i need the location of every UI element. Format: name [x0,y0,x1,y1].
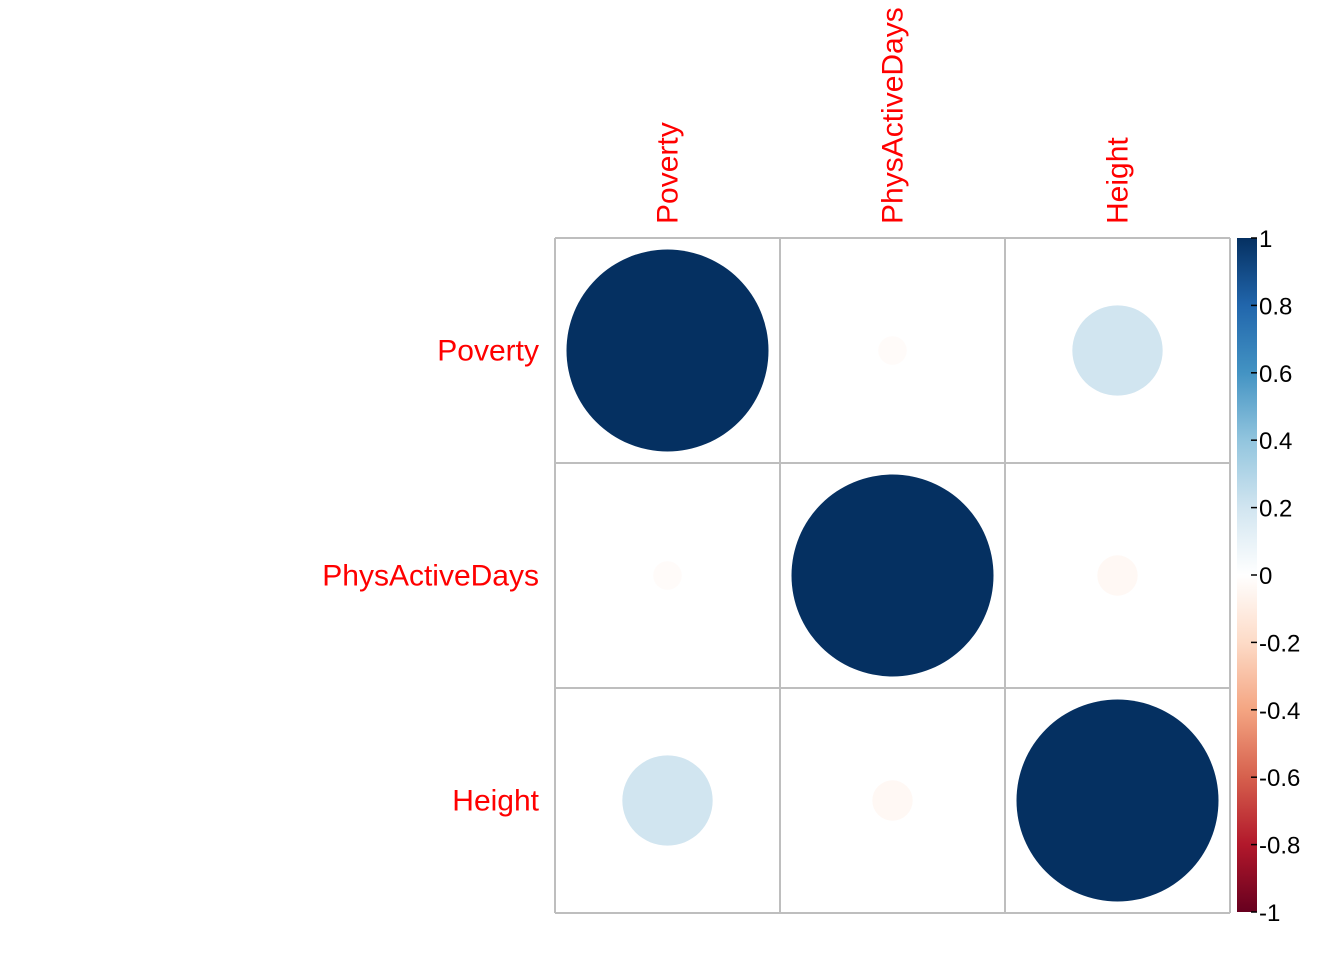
colorbar-tick-label: 0.8 [1259,293,1292,320]
column-label-poverty: Poverty [652,122,685,224]
colorbar-tick-label: 1 [1259,226,1272,253]
corr-circle-height-physactivedays [872,780,913,821]
colorbar-tick-label: 0.6 [1259,361,1292,388]
corr-circle-physactivedays-poverty [653,561,682,590]
row-label-height: Height [452,785,539,818]
corr-circle-height-poverty [622,755,713,846]
row-labels: Poverty PhysActiveDays Height [322,335,539,818]
colorbar-tick-label: -0.2 [1259,630,1300,657]
corr-circle-poverty-poverty [566,249,769,452]
colorbar-tick-label: 0.4 [1259,428,1292,455]
grid-layer [554,237,1231,914]
colorbar-tick-label: -0.8 [1259,833,1300,860]
colorbar-tick-label: 0.2 [1259,496,1292,523]
colorbar [1237,238,1257,912]
corr-circle-physactivedays-height [1097,555,1138,596]
colorbar-legend: 1 0.8 0.6 0.4 0.2 0 -0.2 -0.4 -0.6 -0.8 -1 [1237,226,1300,927]
corr-circle-poverty-height [1072,305,1163,396]
row-label-poverty: Poverty [437,335,539,368]
colorbar-tick-label: -1 [1259,900,1280,927]
corr-circle-poverty-physactivedays [878,336,907,365]
colorbar-tick-label: 0 [1259,563,1272,590]
column-label-physactivedays: PhysActiveDays [877,7,910,224]
cells-layer [566,249,1219,902]
corr-circle-height-height [1016,699,1219,902]
colorbar-tick-label: -0.6 [1259,765,1300,792]
column-labels: Poverty PhysActiveDays Height [652,7,1135,224]
corr-circle-physactivedays-physactivedays [791,474,994,677]
colorbar-tick-label: -0.4 [1259,698,1300,725]
column-label-height: Height [1102,137,1135,224]
row-label-physactivedays: PhysActiveDays [322,560,539,593]
